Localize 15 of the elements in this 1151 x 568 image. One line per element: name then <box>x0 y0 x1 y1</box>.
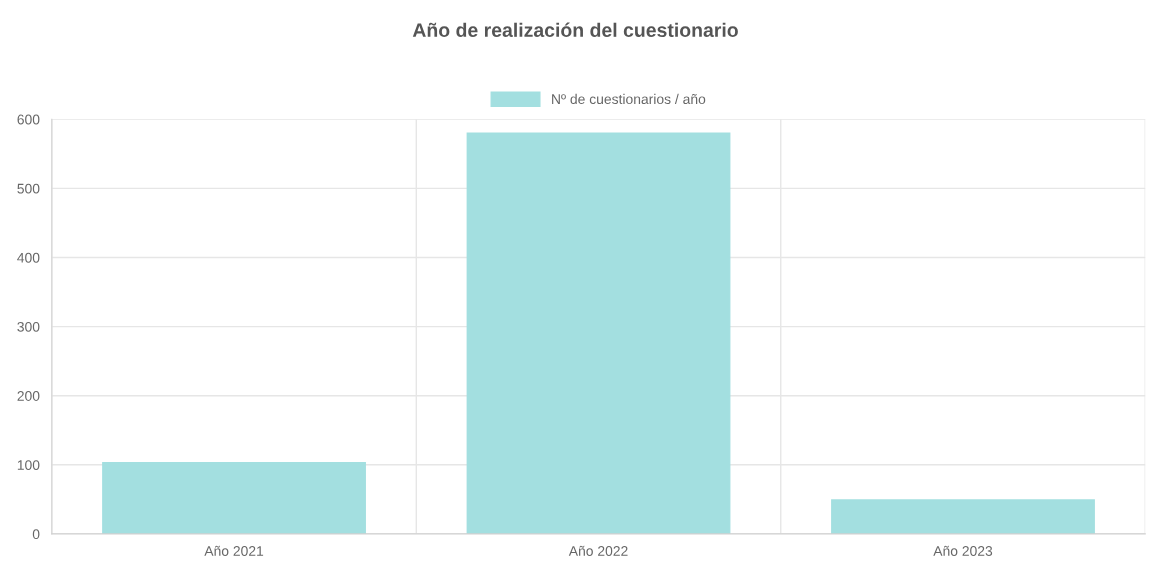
bar <box>466 132 731 534</box>
x-tick-label: Año 2023 <box>933 545 993 556</box>
y-tick-label: 300 <box>17 321 40 332</box>
bar <box>102 462 366 534</box>
y-tick-label: 200 <box>17 391 40 401</box>
y-tick-label: 0 <box>32 529 40 540</box>
y-tick-label: 400 <box>17 252 40 263</box>
y-tick-label: 500 <box>17 183 40 194</box>
x-tick-label: Año 2022 <box>568 545 628 556</box>
bar <box>831 499 1095 534</box>
x-tick-label: Año 2021 <box>204 545 264 556</box>
y-tick-label: 100 <box>17 460 40 470</box>
chart-title: Año de realización del cuestionario <box>412 22 738 37</box>
legend-label: Nº de cuestionarios / año <box>552 93 706 105</box>
y-tick-label: 600 <box>17 114 40 125</box>
